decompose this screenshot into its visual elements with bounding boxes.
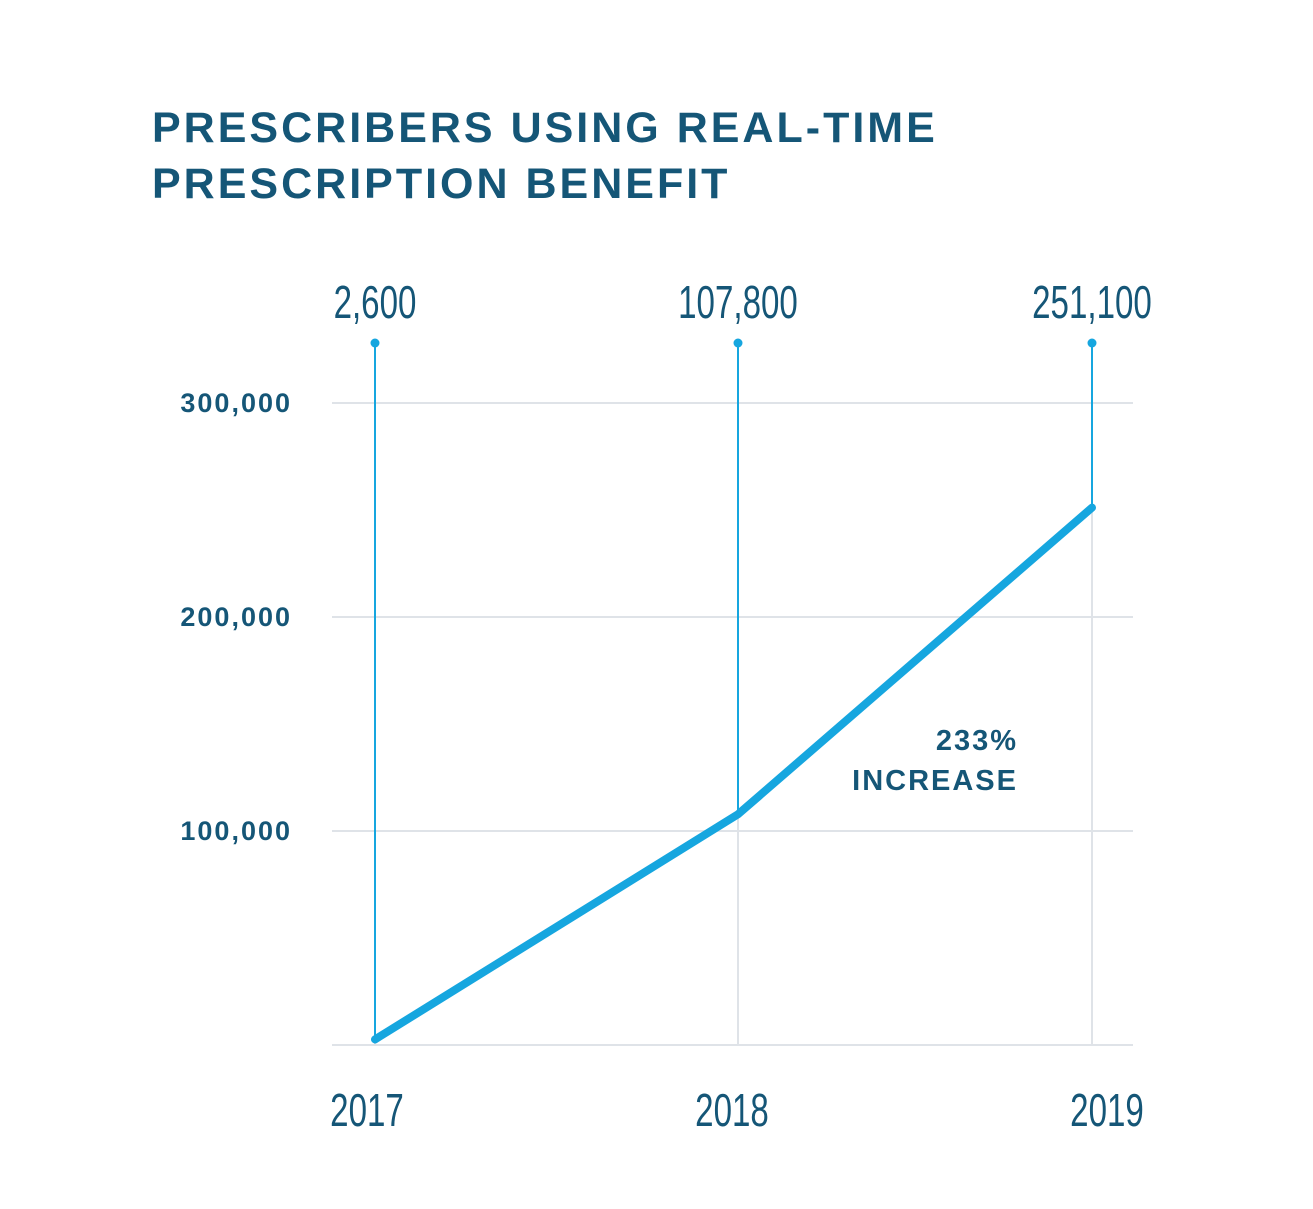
x-tick-label: 2018: [695, 1086, 769, 1136]
leader-dot: [370, 338, 380, 348]
annotation-percent: 233%: [936, 725, 1018, 757]
chart-title: PRESCRIBERS USING REAL-TIME PRESCRIPTION…: [152, 100, 938, 212]
leader-dot: [733, 338, 743, 348]
y-tick-label: 200,000: [180, 602, 292, 632]
title-line-2: PRESCRIPTION BENEFIT: [152, 160, 731, 208]
y-tick-label: 300,000: [180, 388, 292, 418]
data-label: 2,600: [334, 278, 417, 328]
data-label: 107,800: [678, 278, 798, 328]
x-tick-label: 2019: [1070, 1086, 1144, 1136]
x-tick-label: 2017: [330, 1086, 404, 1136]
leader-dot: [1087, 338, 1097, 348]
annotation-label: INCREASE: [852, 765, 1018, 797]
series-line: [371, 503, 1096, 1044]
y-tick-label: 100,000: [180, 816, 292, 846]
title-line-1: PRESCRIBERS USING REAL-TIME: [152, 104, 938, 152]
data-label: 251,100: [1032, 278, 1152, 328]
